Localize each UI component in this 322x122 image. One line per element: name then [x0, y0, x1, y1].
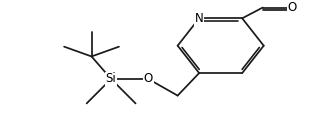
Text: N: N: [195, 12, 204, 25]
Text: O: O: [144, 72, 153, 85]
Text: O: O: [288, 1, 297, 14]
Text: Si: Si: [106, 72, 117, 85]
